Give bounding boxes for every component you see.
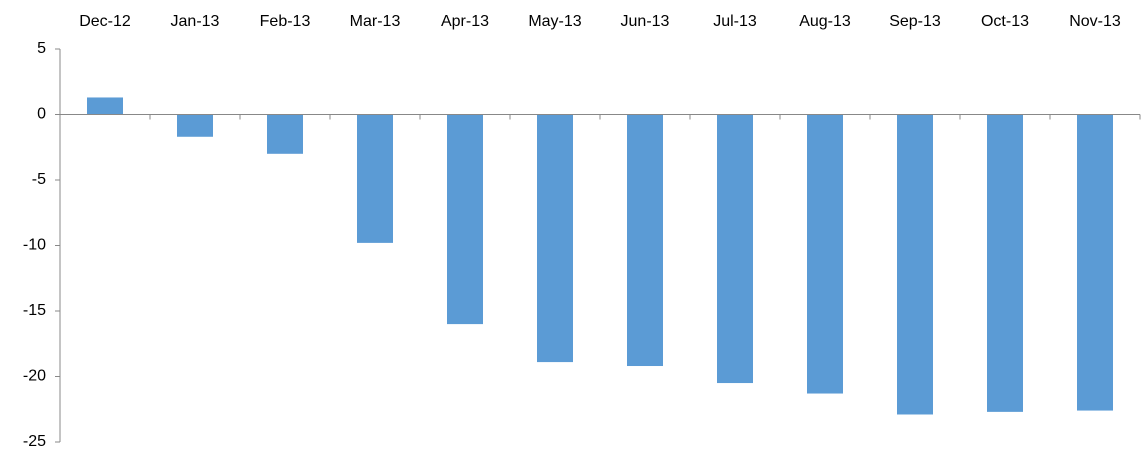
x-tick-label: Feb-13 <box>260 13 311 30</box>
x-tick-label: May-13 <box>528 13 581 30</box>
x-tick-label: Sep-13 <box>889 13 941 30</box>
bar <box>1077 114 1113 411</box>
bar <box>447 114 483 325</box>
bar <box>627 114 663 367</box>
y-tick-label: -5 <box>32 171 46 188</box>
y-tick-label: 0 <box>37 106 46 123</box>
bar <box>987 114 1023 412</box>
bar <box>267 114 303 154</box>
x-tick-label: Aug-13 <box>799 13 851 30</box>
bar <box>177 114 213 137</box>
x-tick-label: Jun-13 <box>621 13 670 30</box>
y-tick-label: -10 <box>23 237 46 254</box>
x-tick-label: Nov-13 <box>1069 13 1121 30</box>
x-tick-label: Oct-13 <box>981 13 1029 30</box>
y-tick-label: -15 <box>23 302 46 319</box>
y-tick-label: -25 <box>23 433 46 450</box>
y-tick-label: -20 <box>23 368 46 385</box>
x-tick-label: Dec-12 <box>79 13 131 30</box>
x-tick-label: Mar-13 <box>350 13 401 30</box>
bar <box>357 114 393 243</box>
bar <box>87 97 123 115</box>
x-tick-label: Jul-13 <box>713 13 757 30</box>
bar <box>807 114 843 394</box>
bar <box>897 114 933 415</box>
bar <box>537 114 573 363</box>
y-tick-label: 5 <box>37 40 46 57</box>
x-tick-label: Jan-13 <box>171 13 220 30</box>
bar <box>717 114 753 384</box>
x-tick-label: Apr-13 <box>441 13 489 30</box>
